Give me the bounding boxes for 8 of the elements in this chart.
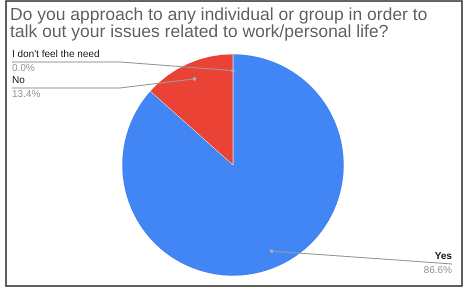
- text: 0.0%: [12, 63, 35, 74]
- slice-label: No: [12, 75, 26, 86]
- data-label: 13.4%: [12, 89, 40, 100]
- chart-title: Do you approach to any individual or group in order to talk out your issues related to work/personal life?: [10, 4, 428, 41]
- category-label: I don't feel the need: [12, 49, 100, 60]
- data-label: 86.6%: [424, 265, 452, 276]
- slice-label: Yes: [434, 251, 452, 262]
- pie-slice: [122, 54, 344, 276]
